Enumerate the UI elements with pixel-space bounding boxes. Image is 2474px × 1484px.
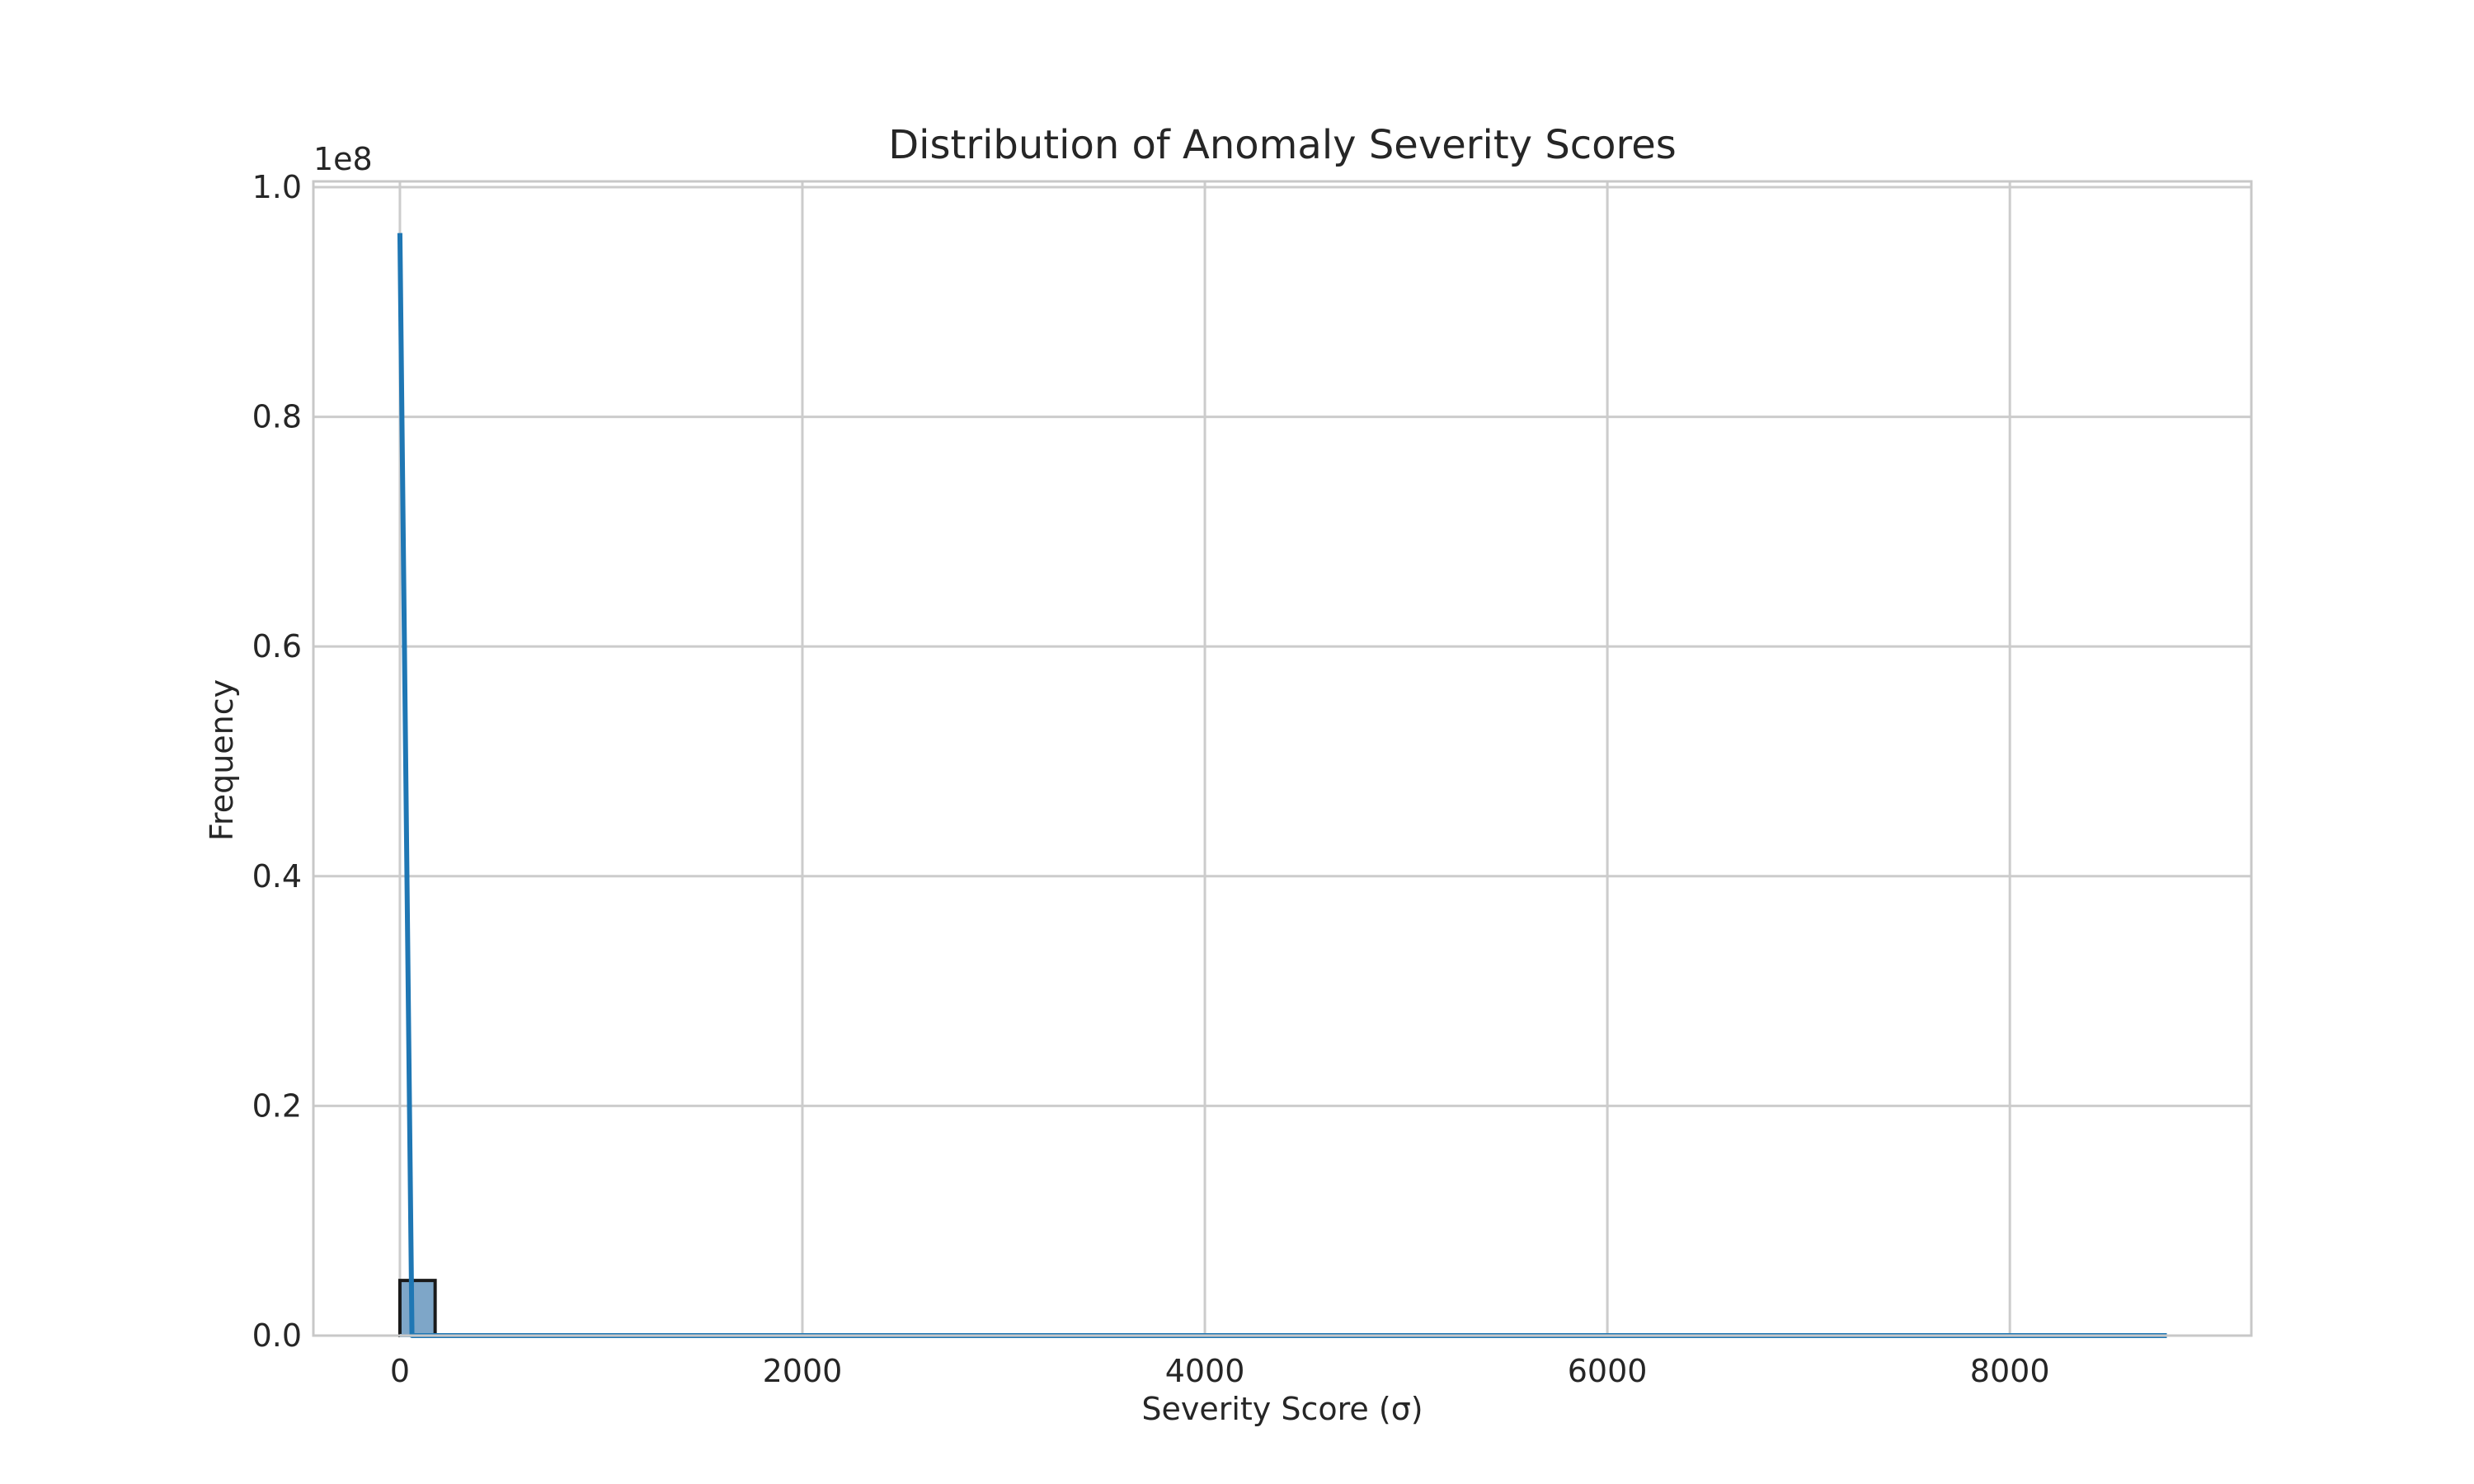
x-tick-label-3: 6000	[1568, 1353, 1648, 1389]
y-tick-label-4: 0.8	[252, 399, 302, 435]
y-tick-labels: 0.0 0.2 0.4 0.6 0.8 1.0	[252, 169, 302, 1354]
x-tick-label-0: 0	[390, 1353, 410, 1389]
y-axis-label: Frequency	[204, 679, 240, 841]
y-offset-text: 1e8	[313, 141, 373, 177]
y-tick-label-2: 0.4	[252, 858, 302, 895]
y-tick-label-1: 0.2	[252, 1087, 302, 1124]
histogram-bar-0	[397, 1279, 437, 1337]
x-tick-labels: 0 2000 4000 6000 8000	[390, 1353, 2050, 1389]
y-tick-label-5: 1.0	[252, 169, 302, 205]
chart-title: Distribution of Anomaly Severity Scores	[888, 122, 1677, 168]
y-tick-label-0: 0.0	[252, 1317, 302, 1354]
x-tick-label-1: 2000	[763, 1353, 843, 1389]
plot-frame	[312, 180, 2253, 1337]
y-tick-label-3: 0.6	[252, 628, 302, 665]
x-tick-label-2: 4000	[1165, 1353, 1245, 1389]
x-tick-label-4: 8000	[1970, 1353, 2050, 1389]
x-axis-label: Severity Score (σ)	[1141, 1391, 1423, 1427]
